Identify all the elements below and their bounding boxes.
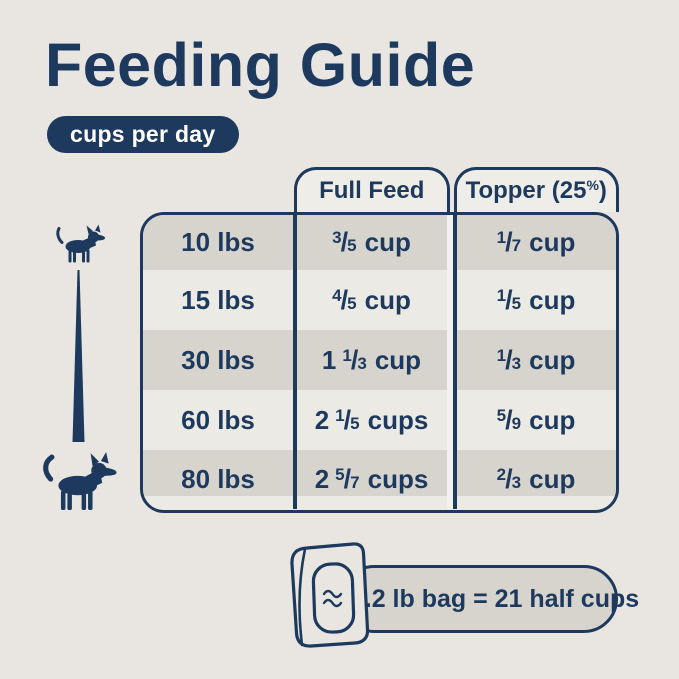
- column-divider: [293, 450, 297, 509]
- topper-value: 2/3 cup: [496, 464, 576, 494]
- column-gap: [446, 215, 453, 270]
- table-row: 10 lbs 3/5 cup 1/7 cup: [143, 215, 616, 270]
- column-gap: [446, 390, 453, 450]
- table-row: 80 lbs 2 5/7 cups 2/3 cup: [143, 450, 616, 509]
- table-row: 30 lbs 1 1/3 cup 1/3 cup: [143, 330, 616, 390]
- column-header-full-feed: Full Feed: [293, 167, 450, 212]
- topper-value: 1/3 cup: [496, 344, 576, 375]
- column-gap: [446, 450, 453, 509]
- bag-note-pill: 2.2 lb bag = 21 half cups: [340, 565, 639, 633]
- full-feed-value: 4/5 cup: [332, 284, 411, 315]
- table-rows: 10 lbs 3/5 cup 1/7 cup 15 lbs 4/5 cup 1/5 cup 30 l…: [143, 215, 616, 509]
- full-feed-header-label: Full Feed: [319, 177, 425, 204]
- weight-label: 60 lbs: [181, 404, 255, 435]
- cups-per-day-badge: cups per day: [47, 116, 239, 153]
- table-row: 60 lbs 2 1/5 cups 5/9 cup: [143, 390, 616, 450]
- column-divider: [453, 390, 457, 450]
- column-header-topper: Topper (25%): [454, 167, 619, 212]
- column-divider: [293, 330, 297, 390]
- full-feed-value: 1 1/3 cup: [321, 344, 422, 375]
- page-title: Feeding Guide: [45, 31, 476, 99]
- full-feed-value: 2 5/7 cups: [314, 464, 429, 494]
- large-dog-icon: [43, 451, 117, 511]
- column-divider: [293, 270, 297, 330]
- table-row: 15 lbs 4/5 cup 1/5 cup: [143, 270, 616, 330]
- badge-label: cups per day: [70, 121, 216, 147]
- full-feed-value: 2 1/5 cups: [314, 404, 429, 435]
- column-divider: [453, 215, 457, 270]
- column-divider: [453, 450, 457, 509]
- column-divider: [453, 330, 457, 390]
- column-gap: [446, 270, 453, 330]
- weight-label: 15 lbs: [181, 284, 255, 315]
- topper-value: 1/5 cup: [496, 284, 576, 315]
- column-divider: [293, 390, 297, 450]
- weight-label: 80 lbs: [181, 464, 255, 494]
- topper-value: 1/7 cup: [496, 227, 576, 257]
- topper-header-label: Topper (25%): [465, 177, 607, 204]
- column-gap: [446, 330, 453, 390]
- small-dog-icon: [56, 224, 106, 263]
- column-divider: [453, 270, 457, 330]
- column-divider: [293, 215, 297, 270]
- size-taper-icon: [72, 270, 85, 442]
- full-feed-value: 3/5 cup: [332, 227, 411, 257]
- bag-note-label: 2.2 lb bag = 21 half cups: [350, 584, 640, 613]
- weight-label: 30 lbs: [181, 344, 255, 375]
- weight-label: 10 lbs: [181, 227, 255, 257]
- dog-food-bag-icon: [290, 542, 370, 648]
- topper-value: 5/9 cup: [496, 404, 576, 435]
- feeding-table: 10 lbs 3/5 cup 1/7 cup 15 lbs 4/5 cup 1/5 cup 30 l…: [140, 212, 619, 513]
